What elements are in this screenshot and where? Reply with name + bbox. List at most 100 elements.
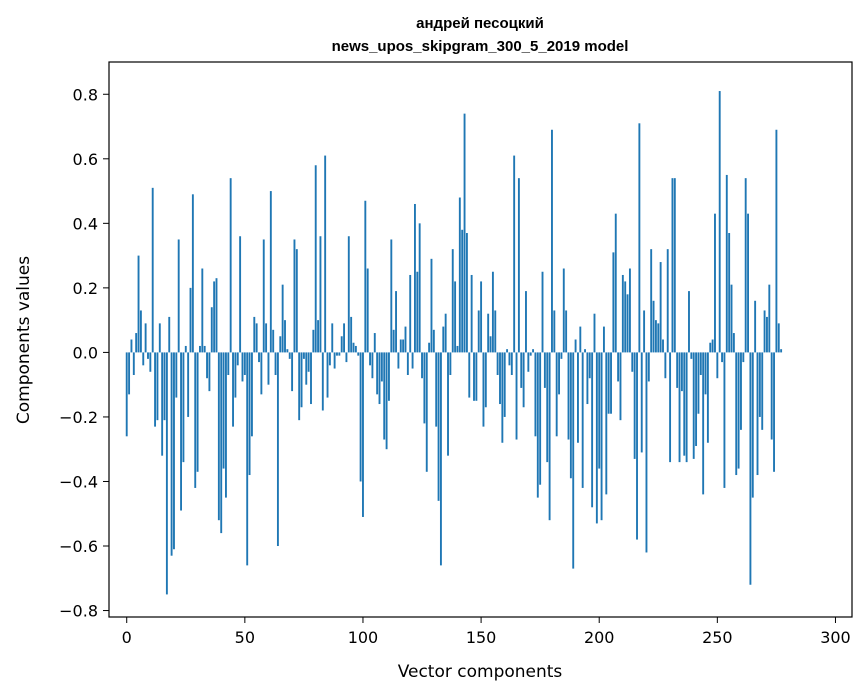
bar-45 bbox=[232, 352, 234, 427]
bar-171 bbox=[529, 352, 532, 356]
bars-group bbox=[125, 91, 783, 595]
bar-210 bbox=[621, 274, 624, 353]
bar-153 bbox=[487, 313, 490, 353]
bar-223 bbox=[652, 300, 655, 353]
bar-216 bbox=[636, 352, 638, 540]
bar-13 bbox=[156, 352, 159, 421]
bar-260 bbox=[740, 352, 742, 430]
bar-244 bbox=[702, 352, 705, 495]
bar-230 bbox=[669, 352, 672, 463]
bar-187 bbox=[567, 352, 570, 440]
bar-109 bbox=[383, 352, 386, 440]
bar-86 bbox=[328, 352, 331, 366]
bar-154 bbox=[489, 336, 492, 353]
bar-145 bbox=[468, 352, 471, 398]
bar-62 bbox=[272, 329, 275, 353]
bar-108 bbox=[380, 352, 383, 382]
bar-265 bbox=[751, 352, 754, 498]
bar-178 bbox=[546, 352, 549, 463]
bar-28 bbox=[191, 194, 194, 353]
bar-25 bbox=[184, 345, 187, 353]
bar-238 bbox=[688, 291, 690, 353]
bar-206 bbox=[612, 252, 615, 353]
bar-35 bbox=[208, 352, 211, 392]
bar-21 bbox=[175, 352, 178, 398]
bar-107 bbox=[378, 352, 381, 405]
bar-93 bbox=[345, 352, 348, 363]
bar-275 bbox=[775, 129, 778, 353]
bar-203 bbox=[605, 352, 608, 495]
bar-3 bbox=[132, 352, 135, 375]
bar-213 bbox=[628, 268, 631, 353]
bar-186 bbox=[565, 310, 568, 353]
bar-180 bbox=[551, 129, 553, 353]
bar-105 bbox=[373, 333, 376, 353]
bar-99 bbox=[359, 352, 362, 482]
bar-229 bbox=[666, 249, 669, 353]
bar-159 bbox=[501, 352, 504, 443]
bar-248 bbox=[711, 339, 714, 353]
bar-209 bbox=[619, 352, 622, 421]
bar-161 bbox=[506, 349, 509, 353]
bar-90 bbox=[338, 352, 341, 356]
bar-221 bbox=[647, 352, 650, 382]
bar-48 bbox=[239, 236, 242, 353]
bar-51 bbox=[246, 352, 249, 566]
bar-87 bbox=[331, 323, 334, 353]
bar-96 bbox=[352, 342, 355, 353]
bar-60 bbox=[267, 352, 270, 385]
bar-128 bbox=[428, 342, 431, 353]
bar-70 bbox=[291, 352, 294, 392]
bar-169 bbox=[525, 291, 527, 353]
bar-64 bbox=[276, 352, 279, 547]
bar-255 bbox=[728, 233, 731, 353]
bar-68 bbox=[286, 349, 289, 353]
bar-129 bbox=[430, 258, 433, 353]
bar-179 bbox=[548, 352, 551, 521]
bar-75 bbox=[302, 352, 305, 359]
bar-71 bbox=[293, 239, 296, 353]
y-axis-label: Components values bbox=[14, 256, 34, 424]
bar-225 bbox=[657, 323, 660, 353]
bar-33 bbox=[203, 345, 206, 353]
bar-80 bbox=[314, 165, 317, 353]
bar-246 bbox=[706, 352, 709, 443]
bar-232 bbox=[673, 178, 676, 353]
bar-182 bbox=[555, 352, 558, 437]
bar-122 bbox=[414, 203, 416, 353]
bar-176 bbox=[541, 271, 544, 353]
bar-272 bbox=[768, 284, 771, 353]
bar-50 bbox=[243, 352, 246, 375]
bar-34 bbox=[206, 352, 208, 379]
bar-91 bbox=[340, 336, 343, 353]
bar-165 bbox=[515, 352, 518, 440]
bar-19 bbox=[170, 352, 173, 556]
x-tick-label: 0 bbox=[122, 628, 132, 647]
bar-57 bbox=[260, 352, 263, 395]
bar-250 bbox=[716, 352, 719, 379]
bar-200 bbox=[598, 352, 601, 469]
bar-37 bbox=[213, 281, 216, 353]
bar-267 bbox=[756, 352, 759, 476]
x-tick-label: 250 bbox=[702, 628, 733, 647]
bar-94 bbox=[347, 236, 350, 353]
bar-100 bbox=[362, 352, 364, 517]
bar-151 bbox=[482, 352, 485, 427]
bar-197 bbox=[591, 352, 594, 508]
bar-228 bbox=[664, 352, 667, 379]
bar-271 bbox=[766, 316, 768, 353]
bar-66 bbox=[281, 284, 284, 353]
bar-252 bbox=[721, 352, 724, 363]
y-tick-label: −0.2 bbox=[59, 408, 98, 427]
bar-194 bbox=[584, 349, 586, 353]
bar-92 bbox=[343, 323, 346, 353]
y-tick-label: −0.4 bbox=[59, 472, 98, 491]
x-tick-label: 200 bbox=[584, 628, 615, 647]
bar-61 bbox=[269, 191, 272, 353]
bar-4 bbox=[135, 333, 138, 353]
chart-title-line-1: андрей песоцкий bbox=[416, 15, 544, 32]
bar-18 bbox=[168, 316, 171, 353]
bar-258 bbox=[735, 352, 738, 476]
bar-59 bbox=[265, 323, 268, 353]
x-tick-label: 300 bbox=[820, 628, 851, 647]
